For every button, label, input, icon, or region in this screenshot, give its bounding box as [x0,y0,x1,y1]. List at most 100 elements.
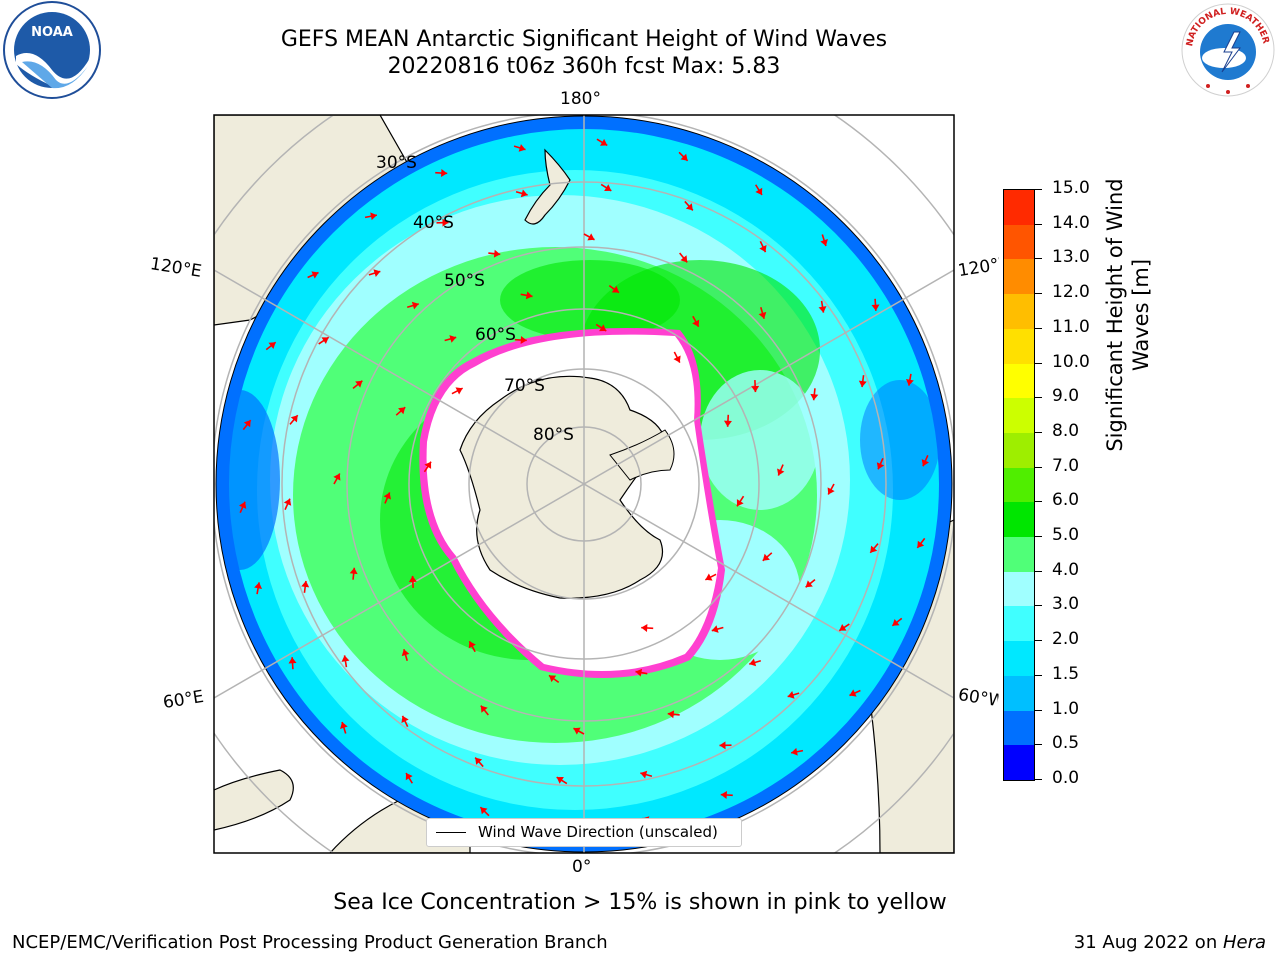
colorbar-tick-label: 7.0 [1052,455,1080,476]
colorbar-tick-mark [1034,779,1042,780]
colorbar-tick-label: 14.0 [1052,212,1090,233]
wave-direction-arrowhead [373,269,381,277]
wave-direction-arrowhead [405,773,413,781]
colorbar-tick-mark [1034,362,1042,364]
wave-direction-arrowhead [243,420,251,428]
wave-direction-arrowhead [290,415,298,423]
wave-direction-arrowhead [238,501,247,509]
wind-wave-arrows [238,138,930,830]
colorbar-segment [1004,710,1034,746]
wave-direction-arrowhead [442,218,449,227]
footer-date-text: 31 Aug 2022 on [1073,932,1223,953]
noaa-logo-text: NOAA [31,25,73,40]
colorbar-tick-label: 4.0 [1052,559,1080,580]
map-frame [213,114,955,854]
wave-direction-arrowhead [401,649,410,657]
wave-direction-arrowhead [480,807,488,815]
wave-direction-arrowhead [370,212,377,221]
colorbar-tick-mark [1034,466,1042,468]
lat-label-50s: 50°S [444,271,485,291]
wave-direction-arrowhead [411,301,419,310]
colorbar-tick-mark [1034,674,1042,676]
colorbar-segment [1004,328,1034,364]
colorbar-segment [1004,224,1034,260]
wave-direction-arrowhead [719,741,726,750]
wave-direction-arrowhead [680,255,688,263]
wave-direction-arrowhead [600,138,608,146]
colorbar-tick-mark [1034,189,1042,190]
wave-direction-arrowhead [810,393,819,401]
wave-direction-arrowhead [480,705,488,713]
wave-direction-arrowhead [905,379,914,386]
wave-direction-arrowhead [321,337,329,344]
wave-direction-arrowhead [736,499,744,507]
colorbar-tick-label: 1.0 [1052,698,1080,719]
wave-direction-arrowhead [849,689,857,697]
footer-date: 31 Aug 2022 on Hera [1074,932,1266,953]
wave-direction-arrowhead [723,420,732,427]
wave-direction-arrowhead [640,770,648,779]
wave-direction-arrowhead [705,573,713,581]
wave-direction-arrowhead [827,487,835,495]
colorbar-tick-mark [1034,397,1042,399]
colorbar-tick-label: 2.0 [1052,629,1080,650]
legend-label: Wind Wave Direction (unscaled) [478,823,718,841]
wave-direction-arrowhead [667,710,675,719]
wave-direction-arrowhead [871,304,880,311]
wave-direction-arrowhead [573,727,581,735]
colorbar-tick-mark [1034,223,1042,225]
colorbar-tick-mark [1034,327,1042,329]
wave-direction-arrowhead [333,473,341,481]
wave-direction-arrowhead [341,655,350,662]
colorbar-segment [1004,745,1034,780]
wave-direction-arrowhead [876,462,885,470]
footer-machine: Hera [1222,932,1266,953]
wave-direction-arrowhead [751,385,760,393]
wave-direction-arrowhead [311,271,319,279]
colorbar-segment [1004,502,1034,538]
wave-direction-arrowhead [818,306,827,313]
wave-direction-arrowhead [791,747,798,756]
lat-label-40s: 40°S [413,213,454,233]
wave-direction-arrowhead [673,355,681,363]
lon-label-0: 0° [572,857,592,877]
colorbar-tick-label: 11.0 [1052,316,1090,337]
colorbar-tick-label: 1.5 [1052,663,1080,684]
wave-direction-arrowhead [449,335,457,343]
wave-direction-arrowhead [720,790,727,799]
wave-direction-arrowhead [408,575,417,583]
colorbar-segment [1004,398,1034,433]
new-zealand-land [524,148,571,225]
colorbar-tick-mark [1034,640,1042,642]
colorbar-tick-label: 13.0 [1052,247,1090,268]
wave-direction-arrowhead [283,498,292,506]
wave-direction-arrowhead [254,582,263,589]
wave-direction-arrowhead [820,239,828,246]
colorbar-segment [1004,190,1034,225]
colorbar-segment [1004,432,1034,468]
wave-direction-arrowhead [401,715,409,723]
colorbar-segment [1004,363,1034,399]
africa-land [214,769,294,831]
colorbar-tick-label: 9.0 [1052,386,1080,407]
wave-direction-arrowhead [268,342,276,350]
colorbar-segment [1004,537,1034,572]
colorbar-tick-mark [1034,501,1042,503]
wave-direction-arrowhead [424,461,432,469]
colorbar-tick-label: 5.0 [1052,525,1080,546]
wave-direction-arrowhead [892,618,900,626]
wave-direction-arrowhead [455,387,463,395]
wave-direction-arrowhead [518,144,526,152]
wave-direction-arrowhead [355,380,363,388]
wave-direction-arrowhead [340,722,348,729]
colorbar-tick-mark [1034,605,1042,607]
colorbar-tick-label: 0.5 [1052,733,1080,754]
sea-ice-note: Sea Ice Concentration > 15% is shown in … [333,890,947,915]
wave-direction-arrowhead [398,407,406,415]
lat-label-80s: 80°S [533,425,574,445]
wave-direction-arrowhead [611,285,620,293]
colorbar-tick-label: 0.0 [1052,768,1080,788]
wave-direction-arrowhead [520,336,527,345]
wave-direction-arrowhead [520,189,528,198]
